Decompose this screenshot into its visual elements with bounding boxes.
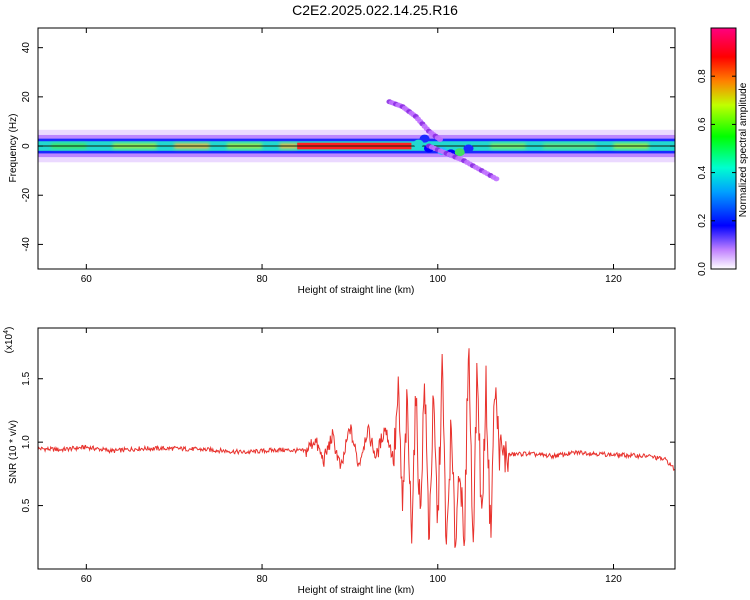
y-tick-label: 0 <box>21 143 32 149</box>
upper-sideband-point <box>436 136 443 142</box>
snr-scale-label: (x104) <box>3 327 15 354</box>
svg-text:(x104): (x104) <box>3 327 15 354</box>
spectrogram-frame <box>37 27 676 270</box>
spectrogram-y-label: Frequency (Hz) <box>8 114 19 183</box>
y-tick-label: 20 <box>21 91 32 103</box>
y-tick-label: 1.0 <box>21 435 32 449</box>
colorbar-ticks: 0.0 0.2 0.4 0.6 0.8 <box>697 69 736 276</box>
spectrogram-y-ticks: -40 -20 0 20 40 <box>21 42 675 252</box>
colorbar-gradient <box>710 27 737 270</box>
x-tick-label: 100 <box>429 574 446 585</box>
x-tick-label: 120 <box>605 574 622 585</box>
disturbance-blob <box>454 148 465 157</box>
spectrogram-x-label: Height of straight line (km) <box>298 285 415 296</box>
snr-y-ticks: 0.5 1.0 1.5 <box>21 371 675 513</box>
snr-x-label: Height of straight line (km) <box>298 585 415 596</box>
colorbar-tick-label: 0.0 <box>697 262 708 276</box>
snr-panel: 60 80 100 120 0.5 1.0 1.5 Height of straight … <box>3 327 676 596</box>
y-tick-label: -40 <box>21 237 32 252</box>
colorbar: 0.0 0.2 0.4 0.6 0.8 Normalized spectral ampl… <box>697 27 749 276</box>
y-tick-label: 0.5 <box>21 498 32 512</box>
lower-sideband-point <box>493 176 500 182</box>
spectrogram-x-ticks: 60 80 100 120 <box>81 28 622 285</box>
snr-series-line <box>38 348 675 548</box>
spectrogram-panel: 60 80 100 120 -40 -20 0 20 40 Height of straigh… <box>8 27 676 296</box>
x-tick-label: 80 <box>256 274 268 285</box>
colorbar-label: Normalized spectral amplitude <box>738 82 749 217</box>
colorbar-tick-label: 0.4 <box>697 165 708 179</box>
disturbance-blob <box>419 134 430 143</box>
y-tick-label: 1.5 <box>21 371 32 385</box>
snr-y-label: SNR (10 * v/v) <box>8 420 19 484</box>
y-tick-label: 40 <box>21 42 32 54</box>
colorbar-tick-label: 0.6 <box>697 117 708 131</box>
x-tick-label: 60 <box>81 274 93 285</box>
x-tick-label: 100 <box>429 274 446 285</box>
colorbar-tick-label: 0.8 <box>697 69 708 83</box>
x-tick-label: 120 <box>605 274 622 285</box>
disturbance-blob <box>463 144 474 153</box>
snr-frame <box>37 327 676 570</box>
snr-x-ticks: 60 80 100 120 <box>81 328 622 585</box>
y-tick-label: -20 <box>21 188 32 203</box>
x-tick-label: 60 <box>81 574 93 585</box>
chart-title: C2E2.2025.022.14.25.R16 <box>292 2 458 18</box>
spectrogram-plot-area <box>38 99 675 182</box>
disturbance-blob <box>413 139 424 148</box>
colorbar-tick-label: 0.2 <box>697 213 708 227</box>
snr-plot-area <box>38 348 675 548</box>
x-tick-label: 80 <box>256 574 268 585</box>
